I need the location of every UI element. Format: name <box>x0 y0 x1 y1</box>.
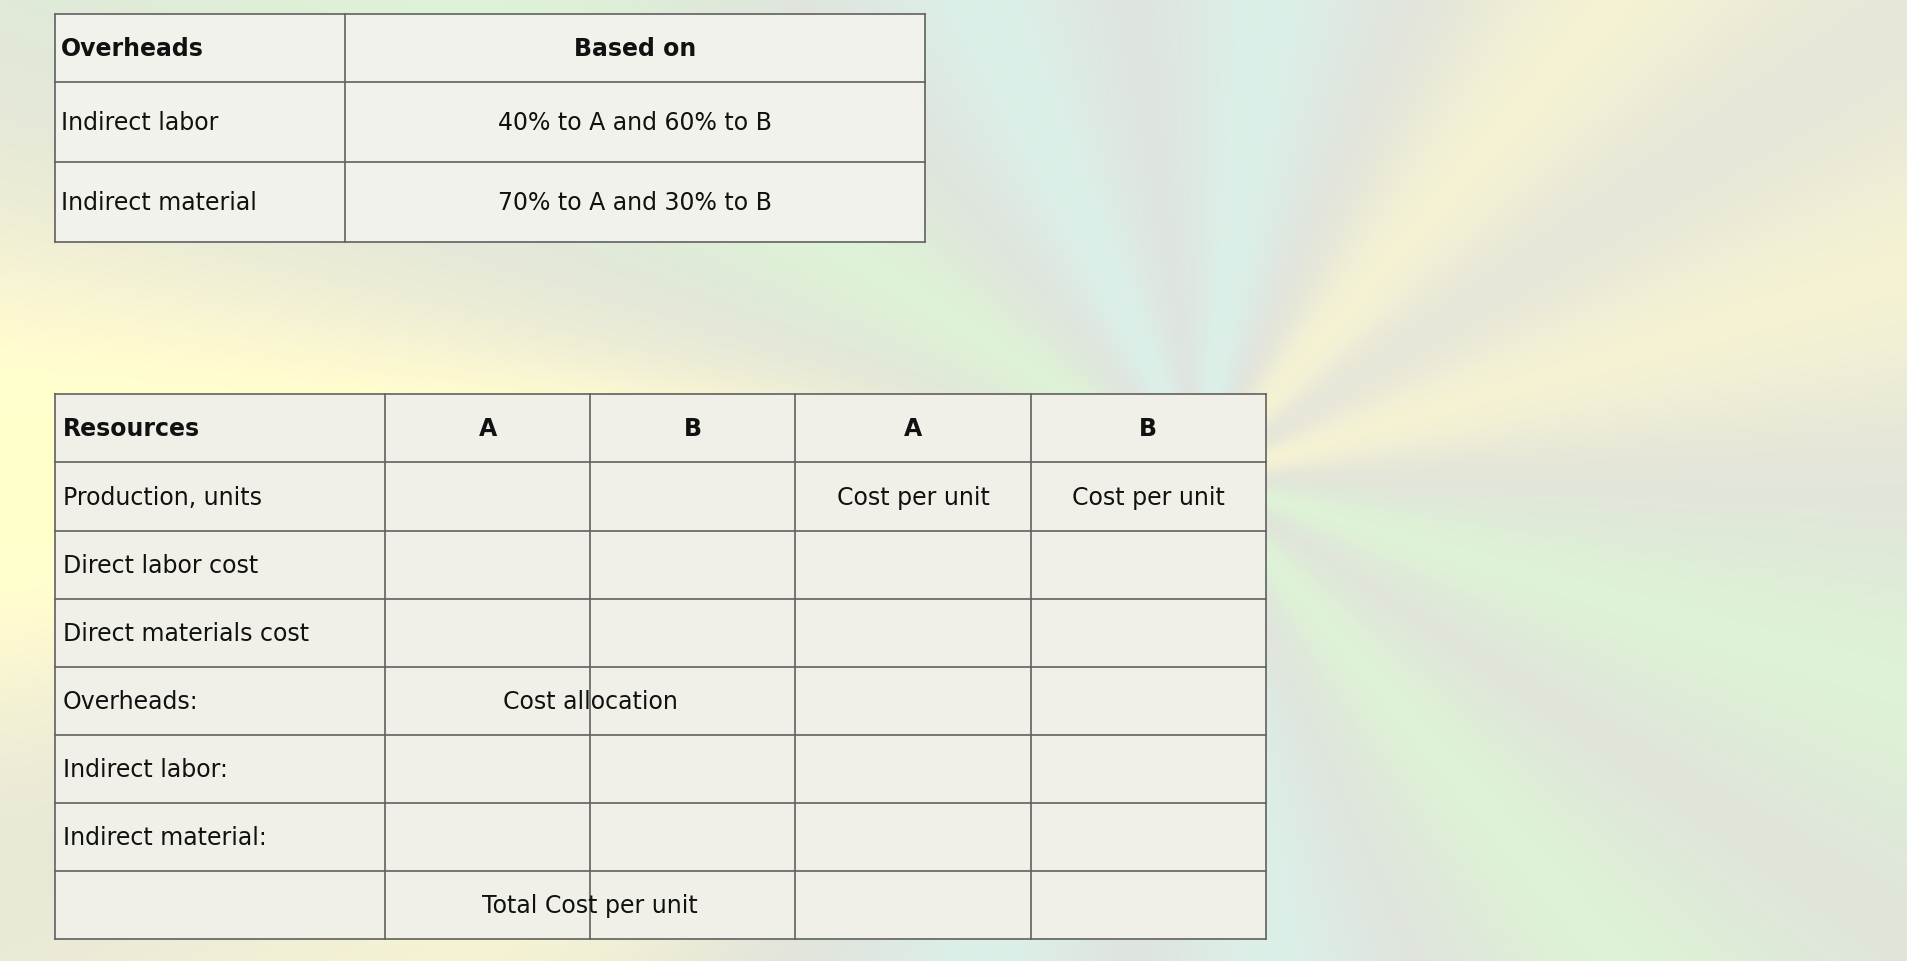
Text: Direct labor cost: Direct labor cost <box>63 553 257 577</box>
Text: Overheads:: Overheads: <box>63 689 198 713</box>
Text: Indirect material: Indirect material <box>61 191 257 215</box>
Bar <box>385 531 589 599</box>
Bar <box>589 667 795 735</box>
Bar <box>589 599 795 667</box>
Bar <box>795 735 1030 803</box>
Bar <box>589 803 795 871</box>
Bar <box>1030 667 1264 735</box>
Bar <box>795 871 1030 939</box>
Text: A: A <box>479 417 496 441</box>
Bar <box>1030 735 1264 803</box>
Text: Cost per unit: Cost per unit <box>1072 485 1224 509</box>
Text: A: A <box>904 417 921 441</box>
Bar <box>589 531 795 599</box>
Bar <box>385 463 589 531</box>
Bar <box>385 735 589 803</box>
Text: Production, units: Production, units <box>63 485 261 509</box>
Bar <box>55 15 345 83</box>
Bar <box>55 667 385 735</box>
Bar <box>795 463 1030 531</box>
Text: Indirect material:: Indirect material: <box>63 825 267 849</box>
Bar <box>385 667 589 735</box>
Bar <box>1030 803 1264 871</box>
Bar <box>55 871 385 939</box>
Text: 40% to A and 60% to B: 40% to A and 60% to B <box>498 111 772 135</box>
Bar <box>795 395 1030 463</box>
Bar <box>345 163 925 243</box>
Bar <box>55 395 385 463</box>
Bar <box>55 803 385 871</box>
Bar <box>1030 395 1264 463</box>
Text: Indirect labor: Indirect labor <box>61 111 217 135</box>
Text: Resources: Resources <box>63 417 200 441</box>
Bar <box>345 15 925 83</box>
Bar <box>795 803 1030 871</box>
Text: Overheads: Overheads <box>61 37 204 61</box>
Bar <box>1030 463 1264 531</box>
Bar <box>589 395 795 463</box>
Bar <box>795 667 1030 735</box>
Bar <box>1030 871 1264 939</box>
Bar <box>795 599 1030 667</box>
Bar <box>1030 531 1264 599</box>
Bar <box>385 395 589 463</box>
Bar <box>589 463 795 531</box>
Text: Cost allocation: Cost allocation <box>503 689 677 713</box>
Bar <box>385 871 589 939</box>
Bar <box>1030 599 1264 667</box>
Bar <box>385 803 589 871</box>
Bar <box>345 83 925 163</box>
Text: B: B <box>1138 417 1156 441</box>
Text: Direct materials cost: Direct materials cost <box>63 621 309 645</box>
Bar <box>55 531 385 599</box>
Bar <box>385 599 589 667</box>
Bar <box>589 735 795 803</box>
Bar <box>55 599 385 667</box>
Bar <box>55 463 385 531</box>
Text: Indirect labor:: Indirect labor: <box>63 757 227 781</box>
Bar <box>55 735 385 803</box>
Bar <box>589 871 795 939</box>
Text: Based on: Based on <box>574 37 696 61</box>
Text: Cost per unit: Cost per unit <box>835 485 990 509</box>
Text: B: B <box>683 417 702 441</box>
Text: Total Cost per unit: Total Cost per unit <box>482 893 698 917</box>
Bar <box>795 531 1030 599</box>
Bar <box>55 163 345 243</box>
Text: 70% to A and 30% to B: 70% to A and 30% to B <box>498 191 772 215</box>
Bar <box>55 83 345 163</box>
